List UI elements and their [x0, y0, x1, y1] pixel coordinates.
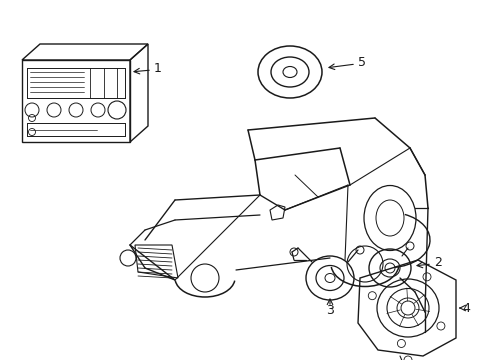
Text: 4: 4	[461, 302, 469, 315]
Text: 5: 5	[357, 55, 365, 68]
Text: 2: 2	[433, 256, 441, 269]
Text: 3: 3	[325, 303, 333, 316]
Text: 1: 1	[154, 62, 162, 75]
